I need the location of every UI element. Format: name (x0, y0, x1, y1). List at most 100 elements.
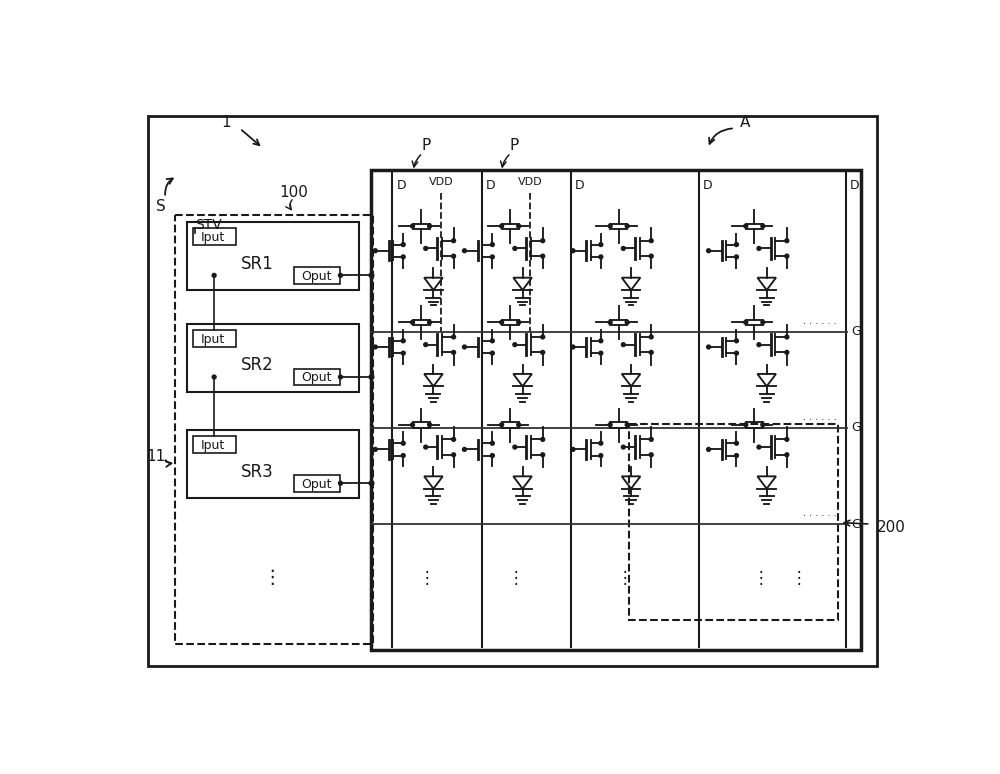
Circle shape (649, 351, 653, 354)
Text: Iput: Iput (201, 333, 225, 346)
Circle shape (707, 248, 711, 252)
Circle shape (212, 375, 216, 379)
Circle shape (625, 423, 629, 426)
Text: SR3: SR3 (240, 463, 273, 481)
Circle shape (757, 246, 761, 250)
Circle shape (452, 453, 456, 457)
Circle shape (490, 339, 494, 343)
Circle shape (608, 320, 612, 324)
Bar (629, 424, 838, 620)
Circle shape (490, 441, 494, 445)
Circle shape (735, 242, 738, 246)
Circle shape (513, 343, 517, 347)
Circle shape (625, 224, 629, 228)
Circle shape (401, 351, 405, 355)
Text: ⋮: ⋮ (752, 569, 769, 587)
Circle shape (424, 343, 428, 347)
Circle shape (517, 320, 521, 324)
Circle shape (463, 447, 466, 451)
Bar (371, 170, 861, 650)
Text: · · · · · ·: · · · · · · (803, 415, 836, 425)
Circle shape (452, 437, 456, 441)
Circle shape (452, 351, 456, 354)
Text: ⋮: ⋮ (419, 569, 436, 587)
Circle shape (339, 375, 342, 379)
Text: Oput: Oput (301, 269, 332, 283)
Circle shape (541, 351, 545, 354)
Circle shape (401, 454, 405, 457)
Circle shape (369, 481, 374, 485)
Circle shape (411, 320, 414, 324)
Circle shape (517, 423, 521, 426)
Text: G: G (851, 421, 861, 434)
Text: ⋮: ⋮ (262, 568, 282, 587)
Bar (294, 368, 340, 385)
Circle shape (707, 447, 711, 451)
Circle shape (599, 242, 603, 246)
Circle shape (463, 248, 466, 252)
Text: 200: 200 (877, 519, 906, 535)
Text: Oput: Oput (301, 478, 332, 491)
Circle shape (735, 454, 738, 457)
Circle shape (761, 423, 765, 426)
Text: Oput: Oput (301, 372, 332, 384)
Circle shape (369, 375, 374, 379)
Circle shape (599, 441, 603, 445)
Circle shape (517, 224, 521, 228)
Circle shape (373, 248, 377, 252)
Bar (294, 267, 340, 284)
Circle shape (401, 339, 405, 343)
Circle shape (452, 335, 456, 339)
Circle shape (761, 224, 765, 228)
Text: G: G (851, 325, 861, 338)
Circle shape (599, 339, 603, 343)
Circle shape (599, 351, 603, 355)
Circle shape (373, 345, 377, 349)
Circle shape (621, 246, 625, 250)
Circle shape (401, 242, 405, 246)
Circle shape (513, 246, 517, 250)
Circle shape (757, 445, 761, 449)
Text: STV: STV (195, 218, 222, 232)
Circle shape (599, 454, 603, 457)
Circle shape (541, 437, 545, 441)
Circle shape (735, 255, 738, 259)
Circle shape (424, 445, 428, 449)
Circle shape (373, 447, 377, 451)
Circle shape (735, 339, 738, 343)
Bar (193, 437, 236, 454)
Circle shape (401, 441, 405, 445)
Circle shape (785, 437, 789, 441)
Circle shape (608, 224, 612, 228)
Circle shape (500, 224, 504, 228)
Circle shape (744, 423, 748, 426)
Circle shape (621, 343, 625, 347)
Circle shape (735, 441, 738, 445)
Circle shape (785, 351, 789, 354)
Circle shape (428, 320, 432, 324)
Circle shape (428, 423, 432, 426)
Circle shape (744, 320, 748, 324)
Bar (294, 474, 340, 491)
Circle shape (785, 335, 789, 339)
Circle shape (649, 239, 653, 242)
Bar (187, 222, 359, 290)
Text: P: P (421, 138, 430, 152)
Circle shape (571, 248, 575, 252)
Text: · · · · · ·: · · · · · · (803, 319, 836, 329)
Text: ⋮: ⋮ (791, 569, 808, 587)
Circle shape (735, 351, 738, 355)
Circle shape (339, 481, 342, 485)
Text: D: D (485, 179, 495, 192)
Text: D: D (396, 179, 406, 192)
Text: P: P (509, 138, 519, 152)
Circle shape (339, 273, 342, 277)
Circle shape (463, 345, 466, 349)
Text: D: D (850, 179, 859, 192)
Circle shape (411, 224, 414, 228)
Circle shape (621, 445, 625, 449)
Circle shape (500, 423, 504, 426)
Circle shape (608, 423, 612, 426)
Text: A: A (740, 115, 750, 129)
Circle shape (649, 437, 653, 441)
